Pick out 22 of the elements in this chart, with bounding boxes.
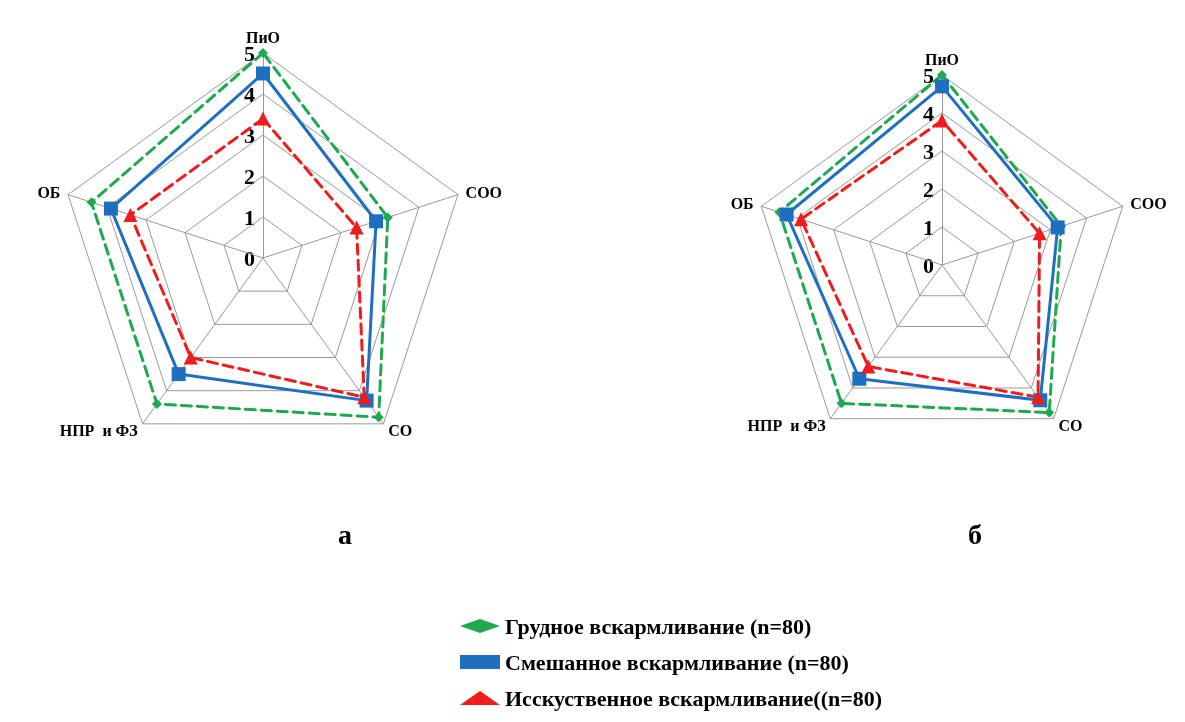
spoke-label: СОО (1130, 195, 1167, 213)
legend-label: Смешанное вскармливание (n=80) (505, 649, 849, 675)
y-tick-label: 3 (923, 138, 934, 164)
y-tick-label: 0 (244, 245, 255, 271)
y-tick-label: 2 (923, 176, 934, 202)
text: б (968, 518, 982, 550)
y-tick-label: 4 (244, 81, 255, 107)
spoke-label: ОБ (37, 183, 61, 201)
spoke-label: НПР и ФЗ (747, 416, 827, 434)
spoke-label: СОО (465, 183, 503, 201)
y-tick-label: 1 (244, 204, 255, 230)
spoke-label: НПР и ФЗ (59, 421, 139, 439)
spoke-label: СО (1058, 416, 1083, 434)
y-tick-label: 2 (244, 163, 255, 189)
legend-label: Исскуственное вскармливание((n=80) (505, 685, 883, 711)
text: а (338, 518, 352, 550)
y-tick-label: 0 (923, 252, 934, 278)
legend-label: Грудное вскармливание (n=80) (505, 613, 812, 639)
y-tick-label: 4 (923, 100, 934, 126)
spoke-label: ОБ (730, 195, 754, 213)
y-tick-label: 1 (923, 214, 934, 240)
spoke-label: СО (388, 421, 413, 439)
